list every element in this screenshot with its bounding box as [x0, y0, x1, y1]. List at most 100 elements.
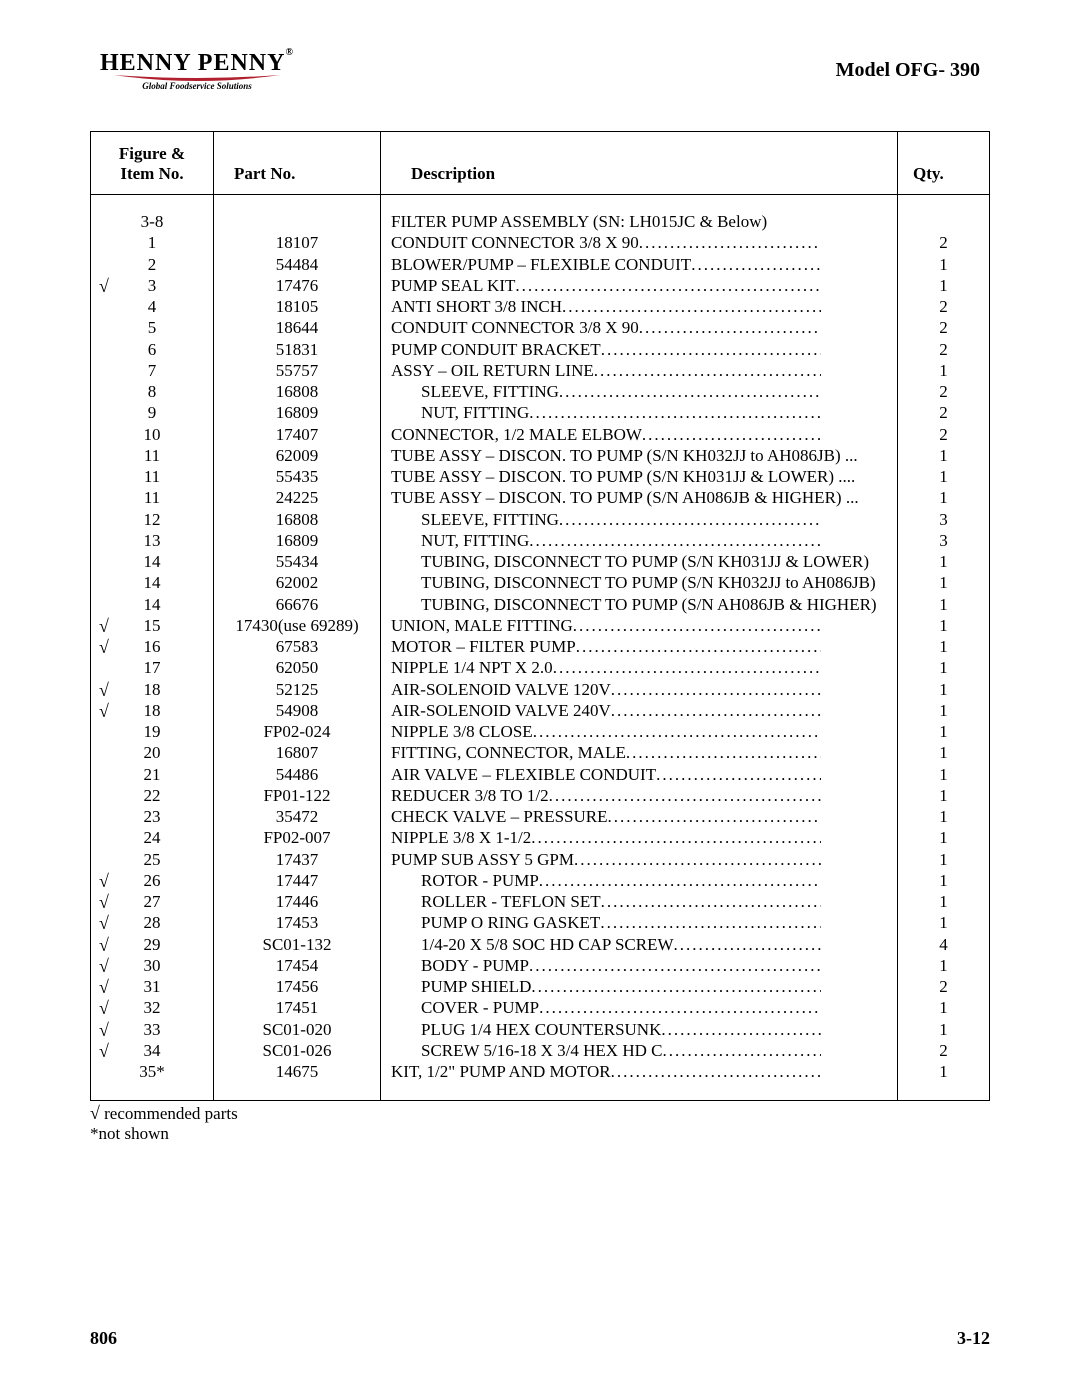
description-text: ROTOR - PUMP — [421, 870, 539, 891]
table-row: 3-8FILTER PUMP ASSEMBLY (SN: LH015JC & B… — [91, 195, 990, 233]
table-row: 254484BLOWER/PUMP – FLEXIBLE CONDUIT1 — [91, 254, 990, 275]
cell-qty: 2 — [898, 381, 990, 402]
cell-part: 55435 — [214, 466, 381, 487]
cell-part: SC01-026 — [214, 1040, 381, 1061]
item-number: 33 — [144, 1020, 161, 1039]
cell-item: √26 — [91, 870, 214, 891]
cell-description: REDUCER 3/8 TO 1/2 — [381, 785, 898, 806]
cell-item: √27 — [91, 891, 214, 912]
cell-item: 11 — [91, 487, 214, 508]
table-row: 1124225TUBE ASSY – DISCON. TO PUMP (S/N … — [91, 487, 990, 508]
leader-dots — [576, 636, 821, 657]
cell-part: SC01-020 — [214, 1019, 381, 1040]
check-icon: √ — [99, 955, 109, 978]
description-text: SCREW 5/16-18 X 3/4 HEX HD C — [421, 1040, 662, 1061]
cell-qty: 2 — [898, 424, 990, 445]
cell-description: BLOWER/PUMP – FLEXIBLE CONDUIT — [381, 254, 898, 275]
item-number: 8 — [148, 382, 157, 401]
cell-part: 35472 — [214, 806, 381, 827]
cell-description: PUMP SEAL KIT — [381, 275, 898, 296]
cell-qty: 1 — [898, 742, 990, 763]
check-icon: √ — [99, 1040, 109, 1063]
check-icon: √ — [99, 997, 109, 1020]
description-text: KIT, 1/2" PUMP AND MOTOR — [391, 1061, 611, 1082]
cell-item: 10 — [91, 424, 214, 445]
col-item-header: Figure & Item No. — [91, 132, 214, 195]
item-number: 23 — [144, 807, 161, 826]
cell-part: 18105 — [214, 296, 381, 317]
check-icon: √ — [90, 1103, 100, 1123]
leader-dots — [562, 296, 821, 317]
cell-qty: 3 — [898, 509, 990, 530]
cell-description: COVER - PUMP — [381, 997, 898, 1018]
item-number: 21 — [144, 765, 161, 784]
cell-item: √33 — [91, 1019, 214, 1040]
item-number: 12 — [144, 510, 161, 529]
brand-name: HENNY PENNY® — [100, 50, 294, 77]
cell-item: √30 — [91, 955, 214, 976]
cell-part: FP02-007 — [214, 827, 381, 848]
description-text: NIPPLE 3/8 X 1-1/2 — [391, 827, 531, 848]
cell-item: √28 — [91, 912, 214, 933]
item-number: 4 — [148, 297, 157, 316]
cell-part: 62002 — [214, 572, 381, 593]
brand-text: HENNY PENNY — [100, 50, 285, 76]
cell-qty: 1 — [898, 445, 990, 466]
cell-item: 9 — [91, 402, 214, 423]
cell-item: 24 — [91, 827, 214, 848]
table-row: √3117456PUMP SHIELD2 — [91, 976, 990, 997]
cell-qty: 1 — [898, 785, 990, 806]
footer-right: 3-12 — [957, 1328, 990, 1349]
cell-qty: 2 — [898, 402, 990, 423]
table-row: 1462002TUBING, DISCONNECT TO PUMP (S/N K… — [91, 572, 990, 593]
check-icon: √ — [99, 700, 109, 723]
item-number: 16 — [144, 637, 161, 656]
cell-description: PUMP SUB ASSY 5 GPM — [381, 849, 898, 870]
description-text: ANTI SHORT 3/8 INCH — [391, 296, 562, 317]
col-desc-header: Description — [381, 132, 898, 195]
cell-description: CONDUIT CONNECTOR 3/8 X 90 — [381, 317, 898, 338]
description-text: PUMP SEAL KIT — [391, 275, 515, 296]
description-text: COVER - PUMP — [421, 997, 539, 1018]
cell-part: 14675 — [214, 1061, 381, 1101]
cell-item: 11 — [91, 445, 214, 466]
table-row: 1466676TUBING, DISCONNECT TO PUMP (S/N A… — [91, 594, 990, 615]
description-text: 1/4-20 X 5/8 SOC HD CAP SCREW — [421, 934, 674, 955]
cell-item: 11 — [91, 466, 214, 487]
cell-description: ROLLER - TEFLON SET — [381, 891, 898, 912]
cell-description: 1/4-20 X 5/8 SOC HD CAP SCREW — [381, 934, 898, 955]
cell-part: 52125 — [214, 679, 381, 700]
item-number: 10 — [144, 425, 161, 444]
item-number: 3-8 — [141, 212, 164, 231]
leader-dots — [531, 976, 821, 997]
cell-qty: 1 — [898, 827, 990, 848]
cell-description: KIT, 1/2" PUMP AND MOTOR — [381, 1061, 898, 1101]
description-text: SLEEVE, FITTING — [421, 509, 559, 530]
cell-qty: 2 — [898, 1040, 990, 1061]
cell-qty: 4 — [898, 934, 990, 955]
cell-item: √15 — [91, 615, 214, 636]
footnote-notshown: *not shown — [90, 1124, 990, 1144]
description-text: PUMP CONDUIT BRACKET — [391, 339, 601, 360]
cell-description: PUMP SHIELD — [381, 976, 898, 997]
cell-item: √31 — [91, 976, 214, 997]
cell-description: CHECK VALVE – PRESSURE — [381, 806, 898, 827]
table-row: 2335472CHECK VALVE – PRESSURE1 — [91, 806, 990, 827]
leader-dots — [574, 849, 821, 870]
col-item-line2: Item No. — [120, 164, 183, 183]
cell-description: TUBE ASSY – DISCON. TO PUMP (S/N KH031JJ… — [381, 466, 898, 487]
registered-mark: ® — [285, 47, 293, 58]
cell-description: UNION, MALE FITTING — [381, 615, 898, 636]
item-number: 31 — [144, 977, 161, 996]
leader-dots — [529, 955, 821, 976]
leader-dots — [608, 806, 822, 827]
leader-dots — [600, 912, 821, 933]
description-text: AIR VALVE – FLEXIBLE CONDUIT — [391, 764, 656, 785]
description-text: NUT, FITTING — [421, 530, 529, 551]
cell-qty: 2 — [898, 232, 990, 253]
leader-dots — [539, 997, 821, 1018]
item-number: 14 — [144, 595, 161, 614]
description-text: NIPPLE 3/8 CLOSE — [391, 721, 533, 742]
cell-qty: 1 — [898, 657, 990, 678]
leader-dots — [662, 1040, 821, 1061]
